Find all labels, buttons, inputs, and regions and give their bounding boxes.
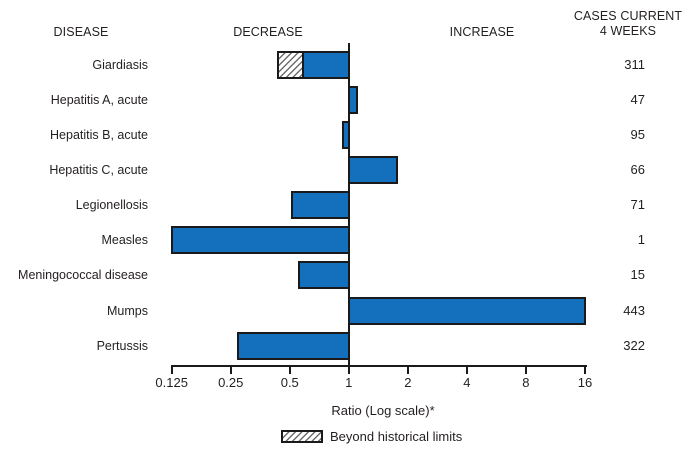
cases-value: 47: [630, 91, 645, 107]
disease-label: Hepatitis B, acute: [50, 128, 148, 142]
disease-label: Legionellosis: [75, 198, 148, 213]
x-axis-line: [170, 364, 587, 367]
axis-tick-label: 0.5: [280, 375, 299, 390]
disease-label: Meningococcal disease: [18, 268, 148, 283]
disease-label: Mumps: [107, 303, 148, 318]
column-header-increase: INCREASE: [449, 25, 515, 39]
cases-value: 71: [630, 197, 645, 213]
x-axis-title: Ratio (Log scale)*: [331, 403, 435, 418]
center-axis-line: [347, 42, 350, 367]
disease-label: Pertussis: [96, 338, 148, 353]
disease-label: Giardiasis: [92, 57, 148, 72]
axis-tick: [524, 366, 527, 374]
axis-tick-label: 0.25: [218, 375, 244, 390]
axis-tick: [406, 366, 409, 374]
axis-tick-label: 2: [404, 375, 412, 390]
column-header-cases: CASES CURRENT 4 WEEKS: [574, 9, 682, 39]
column-header-cases-line1: CASES CURRENT: [573, 9, 683, 23]
ratio-bar: [291, 191, 350, 220]
legend-label: Beyond historical limits: [330, 429, 463, 444]
axis-tick-label: 1: [345, 375, 353, 390]
disease-label: Measles: [101, 233, 148, 248]
disease-label: Hepatitis A, acute: [50, 92, 148, 107]
cases-value: 66: [630, 162, 645, 178]
column-header-decrease: DECREASE: [233, 25, 303, 39]
axis-tick-label: 0.125: [155, 375, 188, 390]
axis-tick-label: 8: [522, 375, 530, 390]
ratio-bar: [347, 296, 586, 325]
axis-tick: [347, 366, 350, 374]
axis-tick-label: 4: [463, 375, 471, 390]
axis-tick: [288, 366, 291, 374]
axis-tick: [465, 366, 468, 374]
ratio-bar: [297, 261, 350, 290]
beyond-limits-hatch: [278, 52, 304, 77]
disease-label: Hepatitis C, acute: [49, 163, 148, 178]
column-header-cases-line2: 4 WEEKS: [599, 24, 657, 38]
column-header-disease: DISEASE: [53, 25, 109, 39]
axis-tick: [583, 366, 586, 374]
axis-tick: [170, 366, 173, 374]
ratio-bar: [276, 50, 350, 79]
cases-value: 322: [623, 337, 645, 353]
cases-value: 15: [630, 267, 645, 283]
ratio-bar: [347, 156, 398, 185]
cases-value: 95: [630, 127, 645, 142]
axis-tick: [229, 366, 232, 374]
cases-value: 1: [637, 232, 645, 248]
axis-tick-label: 16: [577, 375, 593, 390]
cases-value: 311: [624, 56, 645, 72]
ratio-bar: [237, 331, 350, 360]
cases-value: 443: [623, 302, 645, 318]
legend-hatch-swatch: [281, 430, 323, 443]
ratio-bar: [170, 226, 350, 255]
